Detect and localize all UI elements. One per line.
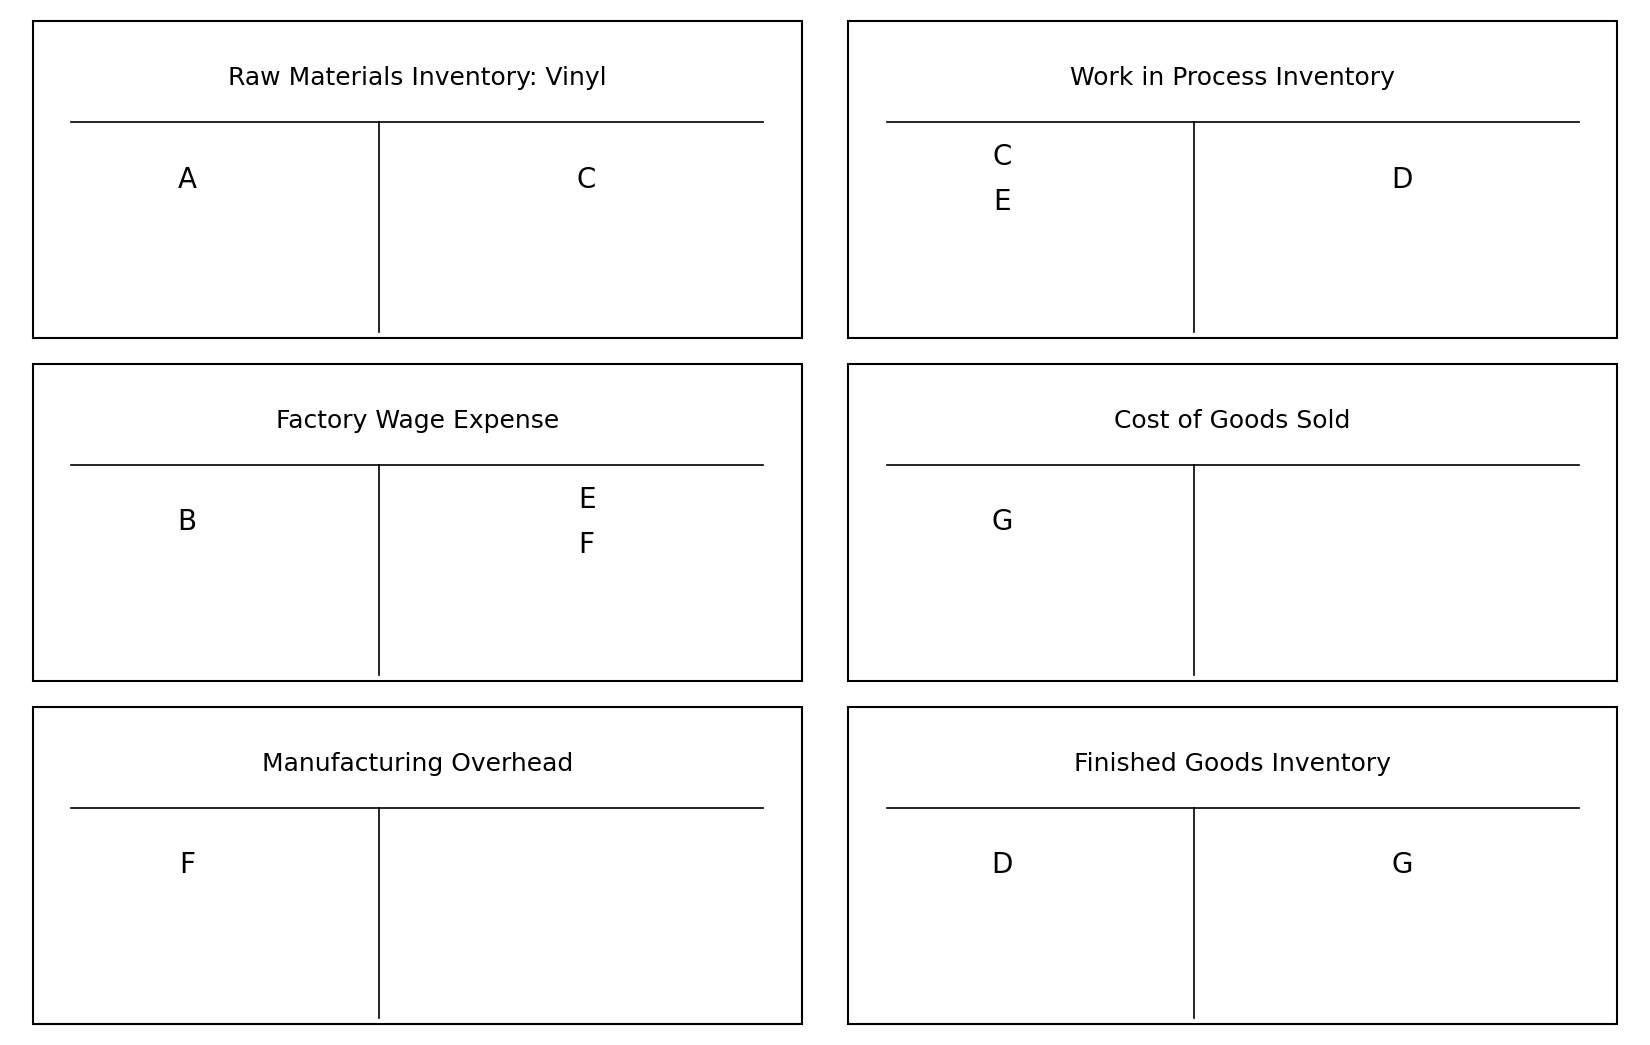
Text: C: C: [578, 166, 596, 193]
Text: D: D: [1391, 166, 1412, 193]
Text: D: D: [992, 852, 1013, 879]
Text: Work in Process Inventory: Work in Process Inventory: [1071, 66, 1394, 90]
Text: Manufacturing Overhead: Manufacturing Overhead: [262, 751, 573, 775]
Text: E: E: [578, 486, 596, 514]
Text: E: E: [993, 188, 1011, 216]
Text: A: A: [177, 166, 196, 193]
Text: B: B: [177, 509, 196, 536]
Text: C: C: [992, 143, 1011, 171]
Text: G: G: [1391, 852, 1412, 879]
Text: F: F: [178, 852, 195, 879]
Text: Raw Materials Inventory: Vinyl: Raw Materials Inventory: Vinyl: [228, 66, 607, 90]
Text: Factory Wage Expense: Factory Wage Expense: [276, 409, 559, 433]
Text: G: G: [992, 509, 1013, 536]
Text: F: F: [579, 531, 594, 559]
Text: Cost of Goods Sold: Cost of Goods Sold: [1114, 409, 1351, 433]
Text: Finished Goods Inventory: Finished Goods Inventory: [1074, 751, 1391, 775]
